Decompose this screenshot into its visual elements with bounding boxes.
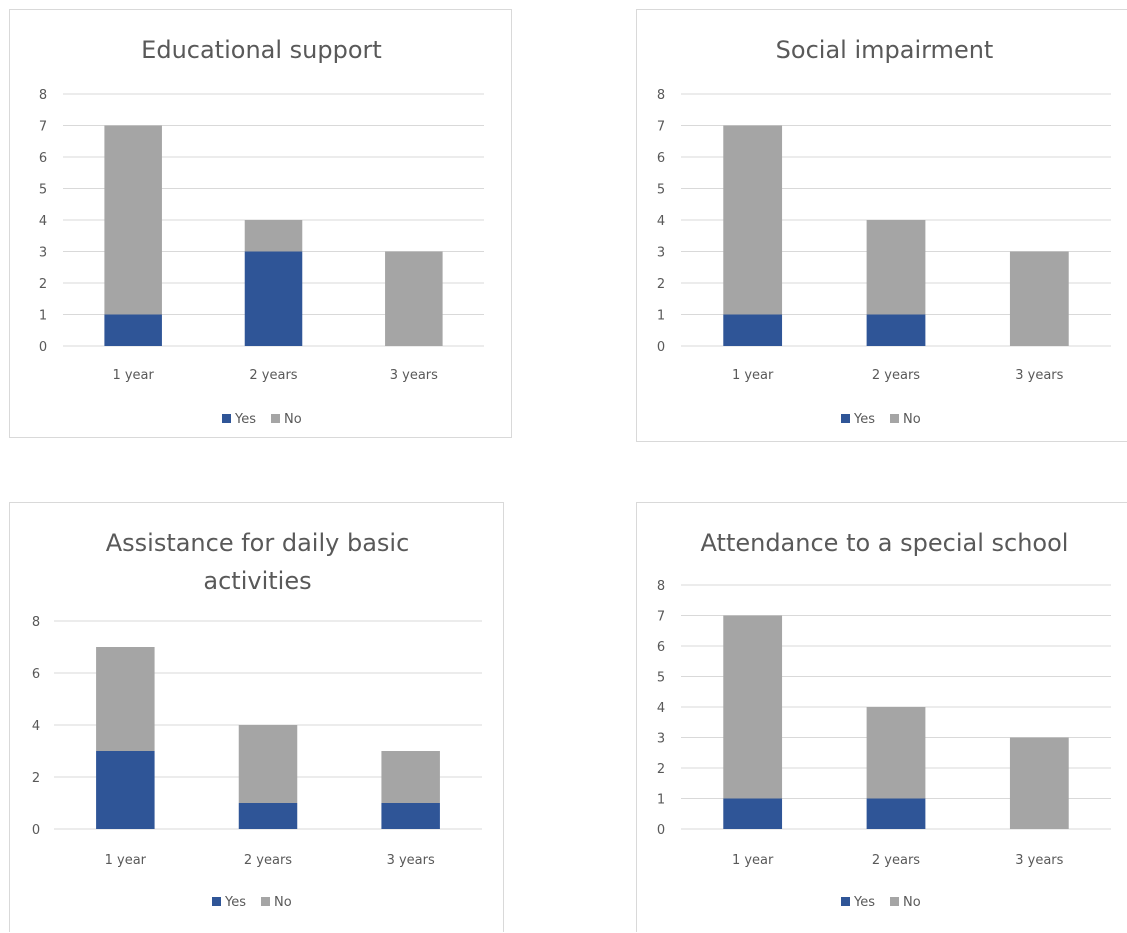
legend-label-yes: Yes (853, 895, 875, 910)
y-tick-label: 8 (657, 579, 665, 594)
legend-label-no: No (903, 412, 921, 427)
y-tick-label: 0 (39, 340, 47, 355)
y-tick-label: 2 (32, 771, 40, 786)
bar-no-1 (96, 647, 155, 751)
y-tick-label: 0 (32, 823, 40, 838)
y-tick-label: 7 (657, 610, 665, 625)
bar-yes-1 (723, 798, 783, 829)
x-category-label: 1 year (105, 853, 147, 868)
legend-swatch-no (890, 897, 899, 906)
y-tick-label: 7 (39, 120, 47, 135)
y-tick-label: 1 (657, 309, 665, 324)
y-tick-label: 5 (657, 183, 665, 198)
legend-swatch-no (890, 414, 899, 423)
x-category-label: 3 years (390, 368, 438, 383)
x-category-label: 2 years (872, 853, 920, 868)
legend-label-no: No (274, 895, 292, 910)
y-tick-label: 0 (657, 823, 665, 838)
x-category-label: 3 years (1015, 853, 1063, 868)
y-tick-label: 2 (39, 277, 47, 292)
y-tick-label: 1 (39, 309, 47, 324)
y-tick-label: 0 (657, 340, 665, 355)
y-tick-label: 2 (657, 277, 665, 292)
y-tick-label: 3 (657, 732, 665, 747)
bar-yes-2 (238, 803, 298, 829)
x-category-label: 1 year (732, 368, 774, 383)
y-tick-label: 4 (657, 214, 665, 229)
bar-yes-2 (866, 798, 926, 829)
legend-label-no: No (284, 412, 302, 427)
y-tick-label: 8 (32, 615, 40, 630)
y-tick-label: 3 (657, 246, 665, 261)
chart-title: Social impairment (776, 36, 994, 64)
chart-title: Educational support (141, 36, 382, 64)
bar-yes-1 (723, 314, 783, 346)
y-tick-label: 4 (657, 701, 665, 716)
bar-no-1 (723, 125, 783, 315)
x-category-label: 1 year (112, 368, 154, 383)
x-category-label: 2 years (249, 368, 297, 383)
bar-no-1 (723, 615, 783, 799)
bar-no-2 (238, 725, 298, 803)
y-tick-label: 2 (657, 762, 665, 777)
y-tick-label: 4 (32, 719, 40, 734)
y-tick-label: 5 (657, 671, 665, 686)
legend-swatch-yes (841, 897, 850, 906)
chart-svg: Social impairment 0 1 2 3 4 5 6 7 8 1 year 2 years 3… (657, 36, 1111, 427)
chart-panel-social-impairment: Social impairment 0 1 2 3 4 5 6 7 8 1 year 2 years 3… (636, 9, 1127, 442)
x-category-label: 2 years (872, 368, 920, 383)
legend-swatch-no (261, 897, 270, 906)
bar-yes-2 (244, 251, 303, 346)
legend-label-yes: Yes (224, 895, 246, 910)
bar-no-2 (866, 220, 926, 315)
bar-yes-1 (96, 751, 155, 829)
bar-yes-2 (866, 314, 926, 346)
y-tick-label: 5 (39, 183, 47, 198)
y-tick-label: 6 (39, 151, 47, 166)
chart-title: activities (203, 567, 311, 595)
bar-yes-1 (104, 314, 162, 346)
chart-svg: Assistance for daily basic activities 0 2 4 6… (32, 529, 482, 910)
chart-svg: Educational support 0 1 2 3 4 5 6 7 8 1 year 2 year… (39, 36, 484, 427)
y-tick-label: 7 (657, 120, 665, 135)
chart-panel-educational-support: Educational support 0 1 2 3 4 5 6 7 8 1 year 2 year… (9, 9, 512, 438)
y-tick-label: 6 (32, 667, 40, 682)
y-tick-label: 6 (657, 151, 665, 166)
x-category-label: 3 years (1015, 368, 1063, 383)
bar-no-3 (381, 751, 440, 803)
y-tick-label: 8 (657, 88, 665, 103)
y-tick-label: 3 (39, 246, 47, 261)
chart-panel-special-school: Attendance to a special school 0 1 2 3 4 5 6 7 8 1… (636, 502, 1127, 932)
chart-title: Assistance for daily basic (106, 529, 410, 557)
y-tick-label: 6 (657, 640, 665, 655)
legend-swatch-yes (841, 414, 850, 423)
x-category-label: 1 year (732, 853, 774, 868)
bar-no-3 (1009, 737, 1069, 829)
x-category-label: 3 years (387, 853, 435, 868)
chart-panel-assistance-daily-activities: Assistance for daily basic activities 0 2 4 6… (9, 502, 504, 932)
bar-no-1 (104, 125, 162, 315)
legend-swatch-yes (212, 897, 221, 906)
bar-no-2 (244, 220, 303, 252)
bar-no-3 (385, 251, 443, 346)
y-tick-label: 4 (39, 214, 47, 229)
y-tick-label: 8 (39, 88, 47, 103)
x-category-label: 2 years (244, 853, 292, 868)
chart-svg: Attendance to a special school 0 1 2 3 4 5 6 7 8 1… (657, 529, 1111, 910)
legend-swatch-no (271, 414, 280, 423)
legend-label-no: No (903, 895, 921, 910)
chart-title: Attendance to a special school (701, 529, 1069, 557)
legend-swatch-yes (222, 414, 231, 423)
bar-no-2 (866, 707, 926, 799)
bar-no-3 (1009, 251, 1069, 346)
legend-label-yes: Yes (234, 412, 256, 427)
legend-label-yes: Yes (853, 412, 875, 427)
y-tick-label: 1 (657, 793, 665, 808)
bar-yes-3 (381, 803, 440, 829)
